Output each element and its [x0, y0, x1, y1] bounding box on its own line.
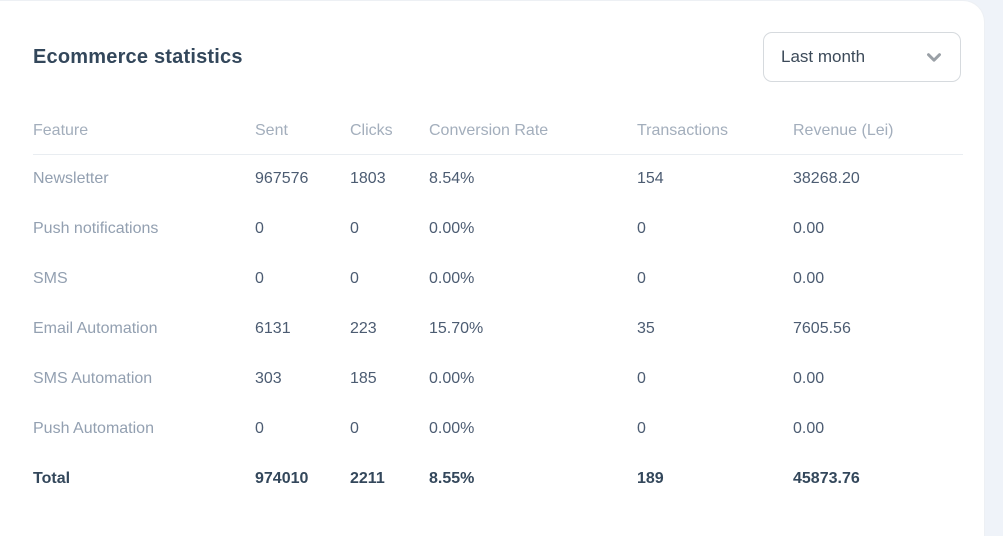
column-header-conversion-rate: Conversion Rate	[429, 109, 637, 155]
cell-revenue: 0.00	[793, 420, 825, 437]
column-header-transactions: Transactions	[637, 109, 793, 155]
cell-conversion-rate: 0.00%	[429, 420, 475, 437]
table-row-sms-automation: SMS Automation 303 185 0.00% 0 0.00	[33, 354, 963, 404]
cell-transactions: 0	[637, 420, 646, 437]
cell-transactions: 0	[637, 270, 646, 287]
cell-transactions: 154	[637, 170, 664, 188]
cell-conversion-rate: 8.54%	[429, 170, 475, 188]
column-header-feature: Feature	[33, 109, 255, 155]
cell-sent: 0	[255, 270, 264, 287]
card-header: Ecommerce statistics Last month	[33, 32, 961, 82]
table-row-push-automation: Push Automation 0 0 0.00% 0 0.00	[33, 404, 963, 454]
cell-feature: SMS Automation	[33, 370, 153, 387]
cell-feature: Push notifications	[33, 220, 159, 237]
cell-revenue: 38268.20	[793, 170, 860, 188]
cell-transactions: 35	[637, 320, 655, 337]
cell-feature: Newsletter	[33, 170, 109, 188]
cell-total-label: Total	[33, 470, 71, 487]
cell-clicks: 0	[350, 270, 359, 287]
cell-feature: Email Automation	[33, 320, 158, 337]
table-header-row: Feature Sent Clicks Conversion Rate Tran…	[33, 109, 963, 155]
cell-clicks: 0	[350, 220, 359, 237]
statistics-table: Feature Sent Clicks Conversion Rate Tran…	[33, 109, 963, 504]
cell-conversion-rate: 0.00%	[429, 220, 475, 237]
cell-feature: Push Automation	[33, 420, 154, 437]
cell-feature: SMS	[33, 270, 68, 287]
cell-sent: 0	[255, 220, 264, 237]
cell-clicks: 185	[350, 370, 377, 387]
cell-conversion-rate: 0.00%	[429, 370, 475, 387]
table-row-email-automation: Email Automation 6131 223 15.70% 35 7605…	[33, 304, 963, 354]
cell-transactions: 0	[637, 220, 646, 237]
table-row-newsletter: Newsletter 967576 1803 8.54% 154 38268.2…	[33, 154, 963, 204]
cell-transactions: 0	[637, 370, 646, 387]
column-header-sent: Sent	[255, 109, 350, 155]
period-dropdown[interactable]: Last month	[763, 32, 961, 82]
cell-clicks: 223	[350, 320, 377, 337]
page-title: Ecommerce statistics	[33, 45, 243, 68]
cell-conversion-rate: 15.70%	[429, 320, 484, 337]
table-row-sms: SMS 0 0 0.00% 0 0.00	[33, 254, 963, 304]
cell-conversion-rate: 0.00%	[429, 270, 475, 287]
cell-sent: 6131	[255, 320, 291, 337]
cell-revenue: 0.00	[793, 270, 825, 287]
cell-total-sent: 974010	[255, 470, 309, 487]
column-header-revenue: Revenue (Lei)	[793, 109, 963, 155]
chevron-down-icon	[923, 46, 945, 68]
cell-revenue: 0.00	[793, 370, 825, 387]
cell-clicks: 0	[350, 420, 359, 437]
table-row-total: Total 974010 2211 8.55% 189 45873.76	[33, 454, 963, 504]
period-dropdown-value: Last month	[781, 47, 866, 66]
cell-total-conversion-rate: 8.55%	[429, 470, 475, 487]
column-header-clicks: Clicks	[350, 109, 429, 155]
cell-total-revenue: 45873.76	[793, 470, 860, 487]
cell-clicks: 1803	[350, 170, 386, 188]
cell-total-clicks: 2211	[350, 470, 385, 487]
table-row-push-notifications: Push notifications 0 0 0.00% 0 0.00	[33, 204, 963, 254]
cell-sent: 0	[255, 420, 264, 437]
cell-revenue: 0.00	[793, 220, 825, 237]
cell-sent: 967576	[255, 170, 309, 188]
cell-sent: 303	[255, 370, 282, 387]
cell-total-transactions: 189	[637, 470, 664, 487]
statistics-table-container: Feature Sent Clicks Conversion Rate Tran…	[33, 109, 963, 504]
cell-revenue: 7605.56	[793, 320, 851, 337]
